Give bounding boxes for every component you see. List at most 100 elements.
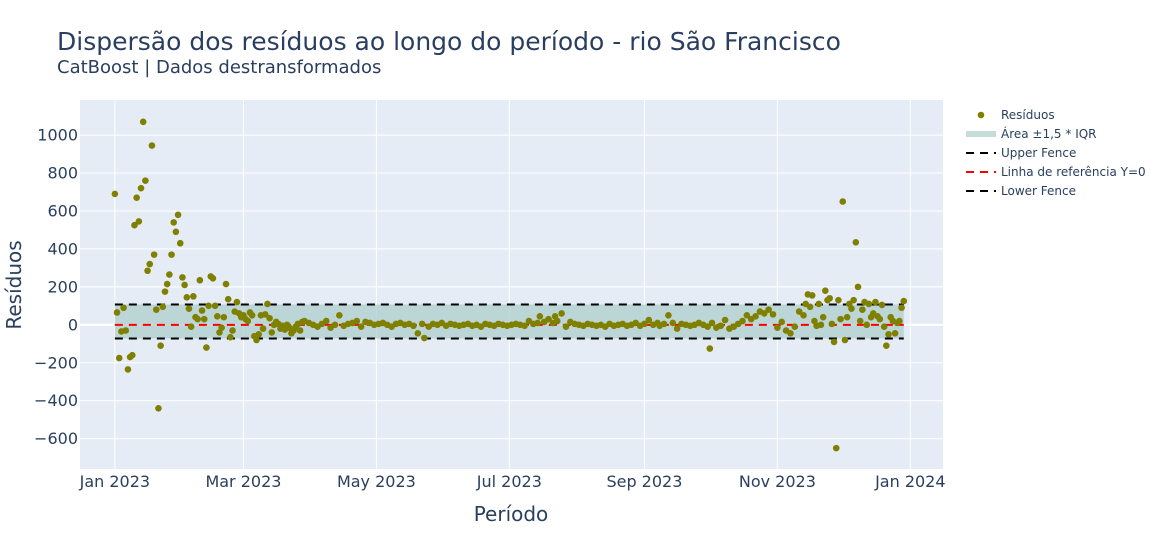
residual-point: [322, 317, 330, 325]
legend-item-area[interactable]: Área ±1,5 * IQR: [966, 126, 1097, 141]
residual-point: [187, 323, 195, 331]
residual-point: [163, 280, 171, 288]
residual-point: [832, 444, 840, 452]
residual-point: [865, 300, 873, 308]
residual-point: [120, 304, 127, 312]
residual-point: [155, 404, 162, 412]
legend-item-lower[interactable]: Lower Fence: [966, 184, 1076, 198]
residual-point: [190, 293, 197, 300]
residual-point: [872, 298, 879, 306]
residual-point: [148, 142, 156, 149]
legend[interactable]: Resíduos Área ±1,5 * IQR Upper Fence Linha …: [966, 108, 1146, 198]
legend-marker-residuos: [977, 111, 985, 119]
residual-point: [883, 342, 890, 349]
residual-point: [253, 336, 260, 344]
residual-point: [885, 331, 892, 338]
y-tick-label: −200: [34, 353, 78, 372]
legend-label-lower: Lower Fence: [1001, 184, 1076, 198]
residual-point: [261, 311, 269, 318]
residual-point: [553, 317, 561, 325]
residual-point: [863, 321, 871, 329]
residual-point: [791, 323, 799, 331]
residual-point: [708, 319, 716, 327]
residual-point: [410, 322, 417, 330]
residual-point: [227, 333, 234, 341]
residual-point: [357, 323, 365, 331]
residual-point: [876, 315, 884, 323]
residual-point: [900, 297, 908, 305]
residual-point: [131, 221, 138, 229]
chart-title: Dispersão dos resíduos ao longo do perío…: [57, 27, 841, 56]
residual-point: [721, 316, 729, 324]
residual-point: [137, 184, 145, 192]
residual-point: [170, 219, 178, 226]
residual-point: [743, 312, 751, 319]
residual-point: [115, 354, 123, 362]
residual-point: [641, 320, 648, 328]
residual-point: [854, 283, 862, 291]
residual-point: [843, 313, 851, 321]
residual-point: [778, 318, 786, 326]
y-axis-title: Resíduos: [2, 240, 26, 329]
residual-point: [660, 320, 668, 328]
residual-point: [122, 327, 130, 334]
residual-point: [157, 342, 164, 349]
residual-point: [808, 292, 816, 299]
residual-point: [841, 336, 849, 344]
residual-point: [220, 313, 228, 321]
residual-point: [211, 302, 219, 310]
residual-point: [209, 275, 217, 282]
residual-point: [135, 218, 143, 225]
residual-point: [414, 330, 422, 337]
residual-point: [176, 239, 184, 247]
residual-point: [739, 317, 746, 325]
residual-point: [704, 323, 711, 331]
y-tick-label: 600: [47, 201, 78, 220]
plot-area: [80, 100, 943, 469]
residual-point: [124, 366, 132, 373]
legend-item-residuos[interactable]: Resíduos: [977, 108, 1055, 122]
legend-item-upper[interactable]: Upper Fence: [966, 146, 1076, 160]
legend-label-upper: Upper Fence: [1001, 146, 1076, 160]
residual-point: [822, 287, 829, 294]
residual-point: [795, 308, 803, 315]
residual-point: [545, 315, 552, 323]
x-tick-label: Nov 2023: [739, 472, 816, 491]
residual-point: [166, 271, 173, 278]
residual-point: [296, 327, 304, 334]
residual-point: [521, 322, 528, 330]
residual-point: [769, 311, 777, 318]
residual-point: [185, 305, 193, 312]
residual-point: [139, 118, 147, 126]
residual-point: [835, 296, 842, 304]
residual-point: [203, 344, 210, 351]
x-tick-label: May 2023: [337, 472, 416, 491]
residual-point: [218, 324, 225, 331]
x-tick-label: Sep 2023: [606, 472, 682, 491]
residual-point: [859, 306, 866, 313]
residual-point: [828, 320, 836, 328]
residual-point: [850, 296, 857, 304]
chart-subtitle: CatBoost | Dados destransformados: [57, 57, 381, 78]
residual-point: [645, 316, 653, 324]
residual-point: [331, 321, 339, 329]
residual-point: [760, 310, 768, 317]
y-tick-label: 0: [68, 315, 78, 334]
residual-point: [765, 306, 772, 313]
legend-item-ref[interactable]: Linha de referência Y=0: [966, 165, 1146, 179]
x-gridlines: [114, 100, 911, 469]
x-tick-label: Jan 2023: [79, 472, 150, 491]
residual-point: [129, 351, 136, 359]
residual-point: [244, 317, 252, 325]
residual-point: [896, 317, 903, 325]
x-tick-label: Jul 2023: [476, 472, 542, 491]
residual-point: [194, 315, 201, 323]
legend-label-area: Área ±1,5 * IQR: [1001, 126, 1097, 141]
residual-point: [268, 329, 276, 336]
residual-point: [891, 330, 899, 337]
residual-point: [421, 334, 428, 342]
residual-point: [880, 323, 888, 331]
residual-point: [200, 315, 208, 323]
residual-point: [826, 294, 833, 302]
residual-point: [142, 177, 149, 184]
